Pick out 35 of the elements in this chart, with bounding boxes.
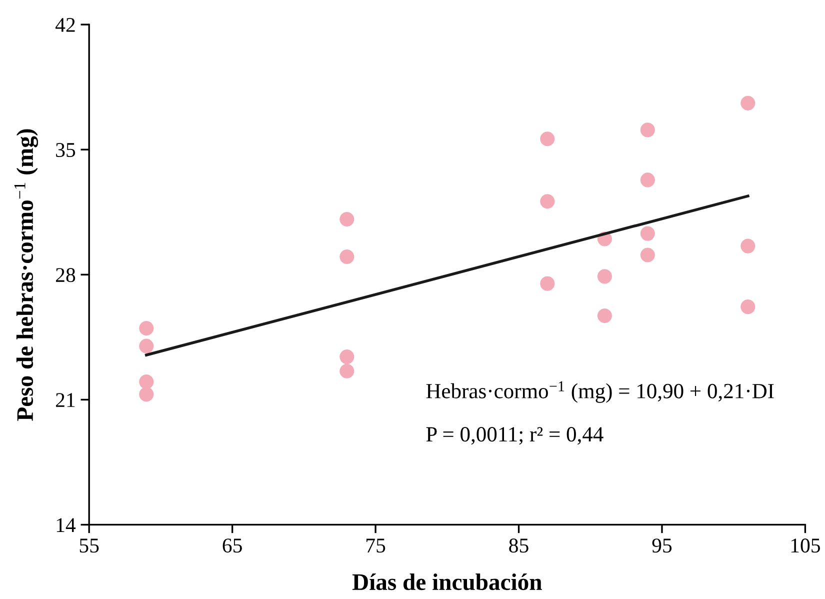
y-tick-label: 14 bbox=[56, 518, 76, 532]
y-tick-label: 42 bbox=[55, 18, 75, 32]
point bbox=[540, 132, 555, 146]
x-axis-title: Días de incubación bbox=[352, 573, 542, 590]
point bbox=[340, 350, 354, 364]
x-tick-label: 65 bbox=[222, 538, 242, 553]
point bbox=[340, 212, 354, 227]
x-tick-label: 85 bbox=[509, 538, 528, 553]
point bbox=[340, 249, 354, 264]
annotation: Hebras·cormo$^{−1}$ (mg) = 10,90 + 0,21·DI bbox=[426, 381, 774, 403]
point bbox=[640, 122, 655, 138]
point bbox=[740, 300, 756, 314]
annotation: P = 0,0011; r² = 0,44 bbox=[426, 427, 604, 445]
point bbox=[597, 308, 612, 324]
point bbox=[139, 320, 154, 336]
x-tick-label: 105 bbox=[791, 538, 820, 553]
point bbox=[340, 364, 354, 378]
point bbox=[540, 276, 555, 291]
point bbox=[540, 194, 555, 209]
point bbox=[740, 238, 756, 254]
x-tick-label: 95 bbox=[652, 538, 672, 553]
point bbox=[139, 387, 154, 402]
point bbox=[740, 96, 756, 110]
x-tick-label: 55 bbox=[80, 538, 99, 553]
point bbox=[640, 248, 655, 262]
y-axis-title: Peso de hebras·cormo$^{−1}$ (mg) bbox=[14, 129, 38, 421]
y-tick-label: 28 bbox=[56, 268, 76, 282]
y-tick-label: 21 bbox=[56, 393, 75, 407]
point bbox=[640, 172, 655, 188]
point bbox=[139, 374, 154, 390]
y-tick-label: 35 bbox=[56, 143, 76, 158]
point bbox=[640, 226, 655, 241]
point bbox=[597, 269, 612, 284]
x-tick-label: 75 bbox=[366, 538, 386, 553]
point bbox=[139, 338, 154, 354]
